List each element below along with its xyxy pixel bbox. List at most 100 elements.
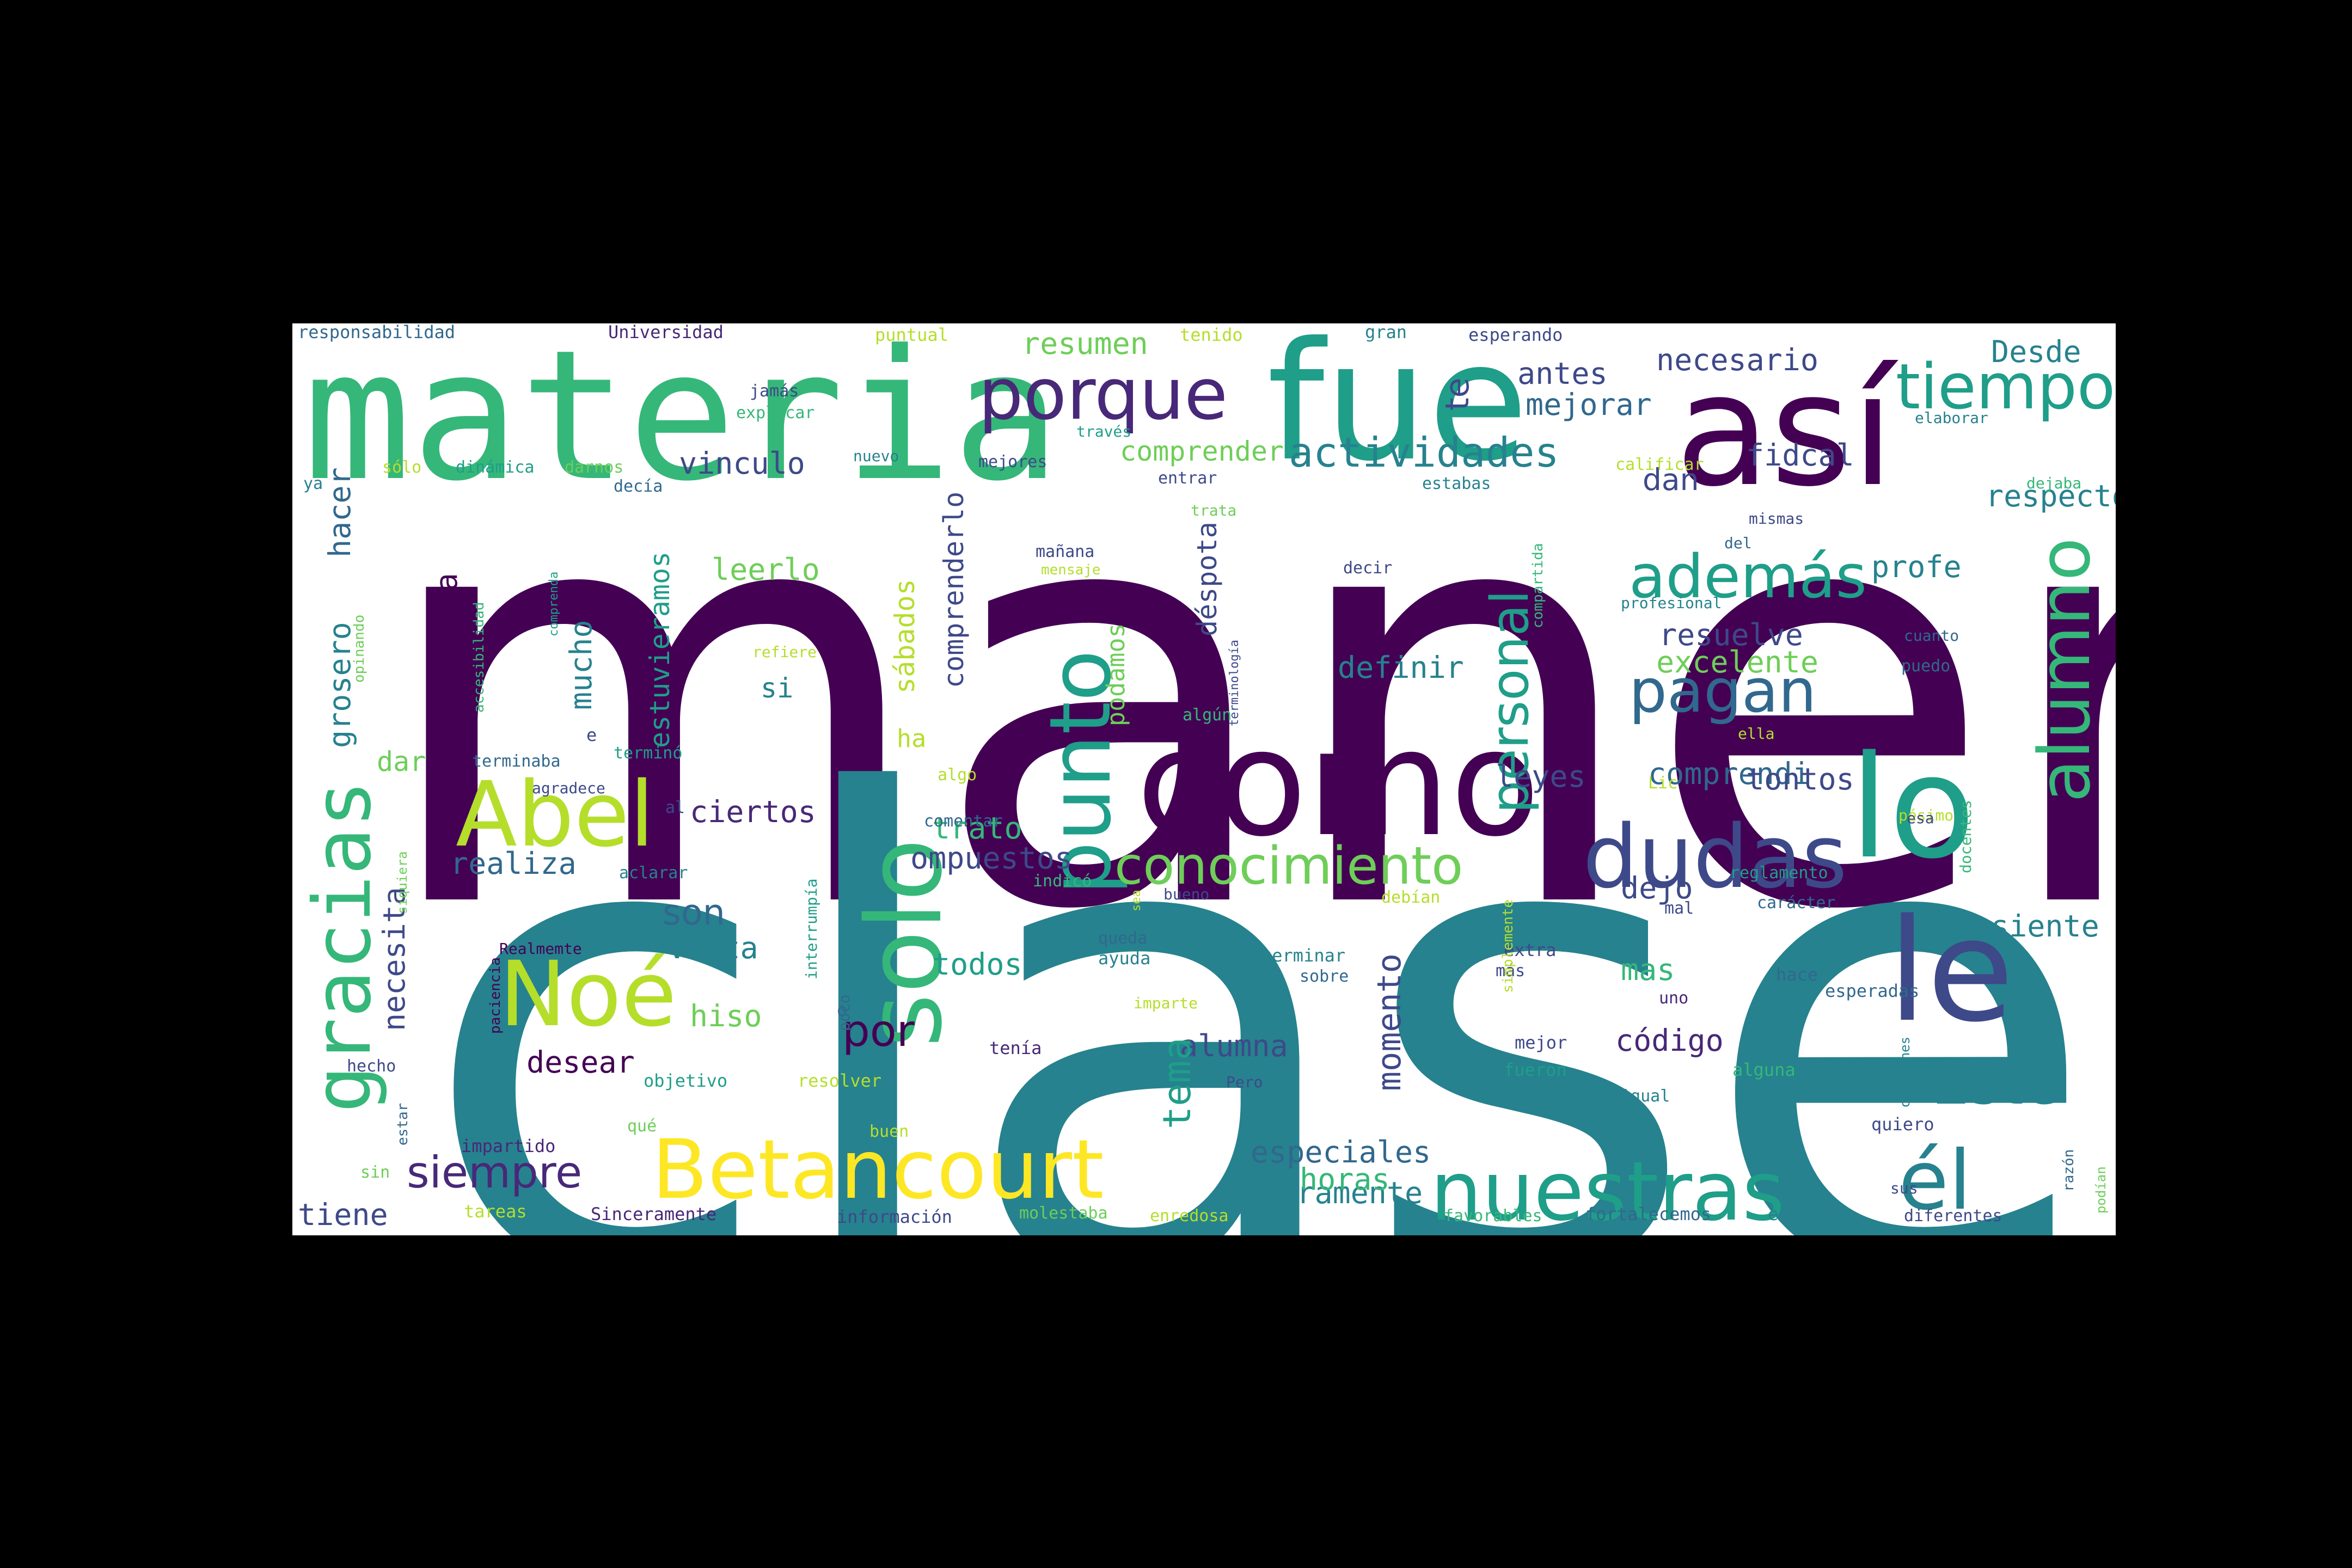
cloud-word: jamás: [750, 382, 799, 401]
cloud-word: horas: [1300, 1162, 1390, 1197]
cloud-word: impartido: [461, 1136, 556, 1156]
cloud-word: Lic: [1648, 774, 1678, 793]
cloud-word: comentar: [924, 812, 1003, 831]
cloud-word: como: [1136, 697, 1540, 869]
cloud-word: queda: [1098, 929, 1148, 948]
cloud-word: ella: [1738, 725, 1775, 743]
cloud-word: debían: [1381, 888, 1441, 907]
cloud-word: pagan: [1629, 656, 1817, 726]
cloud-word: por: [842, 1006, 915, 1056]
cloud-word: dudas: [1583, 806, 1847, 908]
cloud-word: mejores: [978, 452, 1048, 471]
cloud-word: simplemente: [1500, 899, 1516, 993]
cloud-word: dan: [1643, 462, 1699, 497]
cloud-word: podían: [2093, 1166, 2109, 1214]
cloud-word: Noé: [499, 942, 677, 1046]
cloud-word: terminar: [1261, 945, 1346, 966]
cloud-word: puedo: [1901, 657, 1951, 676]
cloud-word: refiere: [752, 643, 817, 661]
cloud-word: compartida: [1530, 543, 1546, 628]
cloud-word: cuanto: [1904, 627, 1959, 645]
cloud-word: tenía: [989, 1038, 1042, 1058]
cloud-word: dar: [377, 746, 426, 777]
cloud-word: explicar: [736, 403, 815, 422]
cloud-word: resolver: [798, 1070, 882, 1091]
cloud-word: Abel: [456, 762, 654, 867]
cloud-word: estuvieramos: [644, 551, 676, 748]
cloud-word: resumen: [1022, 326, 1148, 361]
cloud-word: trato: [932, 811, 1022, 846]
cloud-word: desear: [526, 1045, 635, 1080]
cloud-word: terminología: [1228, 640, 1241, 726]
cloud-word: más: [1496, 961, 1526, 981]
cloud-word: mal: [1664, 899, 1694, 918]
cloud-word: tiene: [298, 1197, 388, 1232]
cloud-word: Desde: [1991, 334, 2081, 369]
cloud-word: materia: [303, 323, 1061, 520]
cloud-word: molestaba: [1019, 1204, 1108, 1223]
cloud-word: siquiera: [395, 851, 410, 914]
cloud-word: comprendi: [1648, 756, 1811, 791]
cloud-word: mañana: [1036, 542, 1095, 561]
cloud-word: gran: [1365, 323, 1407, 342]
cloud-word: Este: [1931, 1048, 2061, 1118]
cloud-word: esperadas: [1825, 981, 1920, 1001]
cloud-word: hacer: [322, 467, 357, 558]
cloud-word: mas: [1621, 952, 1675, 987]
cloud-word: Pero: [1226, 1073, 1263, 1091]
cloud-word: decía: [614, 477, 663, 496]
cloud-word: indicó: [1033, 872, 1092, 891]
cloud-word: ciertos: [690, 794, 816, 829]
cloud-word: tiempo: [1896, 351, 2116, 424]
cloud-word: Realmemte: [499, 940, 582, 958]
cloud-word: resuelve: [1659, 617, 1803, 652]
cloud-word: empatía: [429, 573, 464, 699]
cloud-word: comprenderlo: [938, 491, 970, 688]
cloud-word: necesario: [1656, 342, 1819, 377]
cloud-word: algo: [938, 765, 977, 785]
cloud-word: mismas: [1749, 510, 1804, 528]
cloud-word: ha: [897, 724, 927, 753]
cloud-word: vista: [668, 930, 758, 965]
cloud-word: respecto: [1986, 479, 2116, 513]
cloud-word: fidcal: [1746, 438, 1854, 473]
cloud-word: favorables: [1444, 1206, 1542, 1226]
cloud-word: alumna: [1180, 1028, 1288, 1063]
cloud-word: opiniones: [1897, 1036, 1913, 1107]
cloud-word: comprender: [1120, 436, 1284, 467]
cloud-word: siempre: [407, 1147, 583, 1198]
cloud-word: mejor: [1515, 1032, 1567, 1053]
cloud-word: mensaje: [1041, 562, 1101, 578]
cloud-word: momento: [1370, 953, 1408, 1091]
cloud-word: esperando: [1468, 324, 1563, 345]
cloud-word: todos: [932, 947, 1022, 982]
cloud-word: sus: [1890, 1179, 1918, 1197]
cloud-word: código: [1615, 1023, 1724, 1058]
cloud-word: mejorar: [1526, 387, 1652, 422]
cloud-word: interrumpía: [803, 878, 820, 979]
cloud-word: calificar: [1615, 455, 1704, 474]
cloud-word: grosero: [322, 622, 357, 748]
cloud-word: estricto: [1768, 1204, 1852, 1224]
cloud-word: especiales: [1251, 1135, 1431, 1169]
cloud-word: accesibilidad: [471, 602, 487, 713]
cloud-word: sobre: [1300, 967, 1349, 986]
cloud-word: porque: [978, 353, 1228, 436]
cloud-word: quiero: [1871, 1114, 1934, 1135]
cloud-word: fortalecemos: [1585, 1204, 1712, 1224]
cloud-word: trata: [1191, 501, 1237, 519]
cloud-word: manera: [374, 369, 2116, 1034]
cloud-word: Sinceramente: [591, 1204, 717, 1224]
cloud-word: sólo: [382, 458, 422, 477]
cloud-word: antes: [1517, 356, 1608, 391]
cloud-word: tareas: [464, 1201, 527, 1222]
cloud-word: déspota: [1191, 522, 1223, 636]
cloud-word: terminaba: [472, 752, 561, 771]
cloud-word: terminó: [614, 744, 683, 763]
cloud-word: claramente: [1242, 1175, 1423, 1210]
cloud-word: comprenda: [547, 571, 561, 636]
cloud-word: buen: [869, 1122, 909, 1141]
cloud-word: opinando: [351, 614, 367, 683]
cloud-word: Betancourt: [652, 1123, 1104, 1217]
